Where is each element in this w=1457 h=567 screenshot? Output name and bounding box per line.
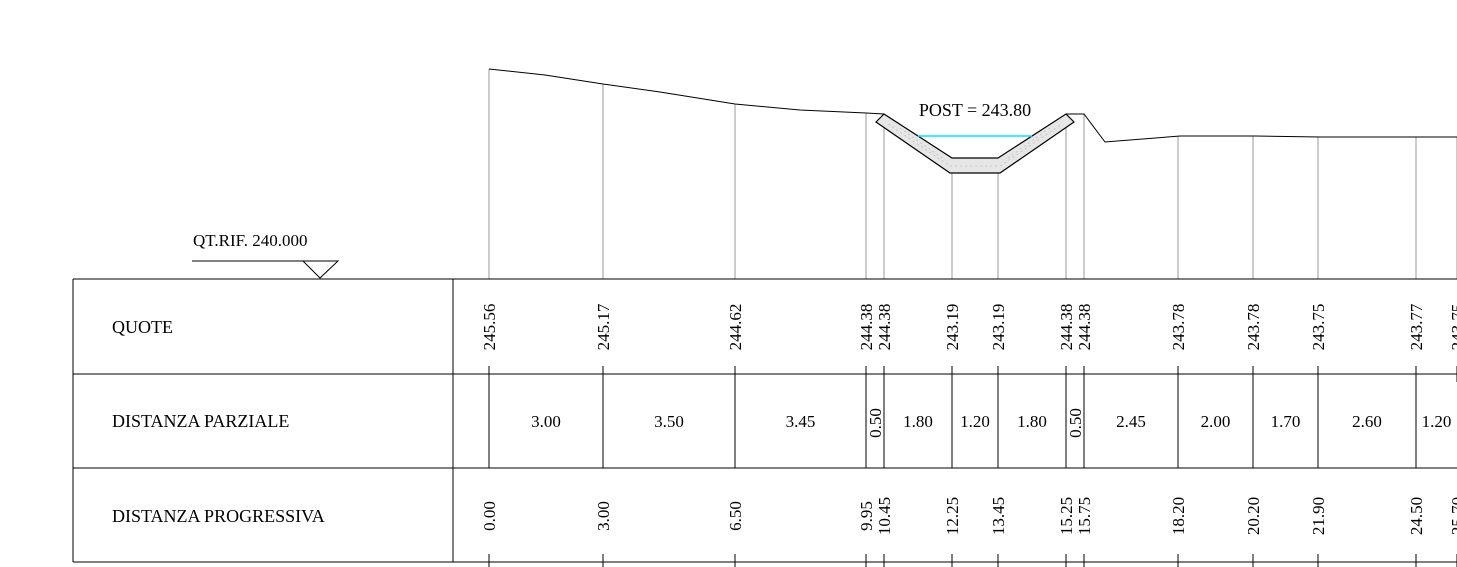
station-gridlines xyxy=(488,69,1457,279)
partial-value: 3.50 xyxy=(654,412,684,431)
quota-value: 243.75 xyxy=(1309,304,1328,351)
data-table: QUOTE DISTANZA PARZIALE DISTANZA PROGRES… xyxy=(72,278,1457,563)
quota-value: 244.38 xyxy=(1075,304,1094,351)
progressiva-value: 24.50 xyxy=(1407,497,1426,535)
progressiva-value: 13.45 xyxy=(989,497,1008,535)
partial-value: 1.80 xyxy=(1017,412,1047,431)
ground-line-left xyxy=(488,68,885,115)
progressiva-value: 6.50 xyxy=(726,501,745,531)
progressiva-value: 9.95 xyxy=(857,501,876,531)
progressiva-value: 20.20 xyxy=(1244,497,1263,535)
progressiva-value: 15.75 xyxy=(1075,497,1094,535)
progressiva-value: 25.70 xyxy=(1448,497,1457,535)
channel-lining: POST = 243.80 xyxy=(875,100,1075,174)
partial-value: 2.60 xyxy=(1352,412,1382,431)
ground-profile xyxy=(488,68,1457,143)
quota-value: 243.19 xyxy=(943,304,962,351)
quota-value: 245.56 xyxy=(480,304,499,351)
table-values: 245.56 0.00 245.17 3.00 244.62 6.50 244.38 9.95… xyxy=(480,303,1457,567)
quota-value: 244.38 xyxy=(1057,304,1076,351)
quota-value: 243.78 xyxy=(1244,304,1263,351)
reference-triangle-icon xyxy=(301,260,340,279)
channel-lining-texture xyxy=(887,123,1063,167)
partial-value: 0.50 xyxy=(1066,408,1085,438)
quota-value: 245.17 xyxy=(594,303,613,350)
ground-line-right xyxy=(1066,113,1457,143)
partial-value: 0.50 xyxy=(866,408,885,438)
progressiva-value: 12.25 xyxy=(943,497,962,535)
row-label-progressiva: DISTANZA PROGRESSIVA xyxy=(112,506,325,526)
reference-marker: QT.RIF. 240.000 xyxy=(192,231,340,279)
post-label: POST = 243.80 xyxy=(919,100,1031,120)
progressiva-value: 10.45 xyxy=(875,497,894,535)
partial-value: 2.00 xyxy=(1201,412,1231,431)
quota-value: 243.19 xyxy=(989,304,1008,351)
partial-value: 1.80 xyxy=(903,412,933,431)
quota-value: 243.77 xyxy=(1407,303,1426,350)
partial-value: 1.20 xyxy=(1422,412,1452,431)
progressiva-value: 21.90 xyxy=(1309,497,1328,535)
partial-value: 3.45 xyxy=(786,412,816,431)
reference-label: QT.RIF. 240.000 xyxy=(193,231,308,250)
partial-value: 1.70 xyxy=(1271,412,1301,431)
partial-value: 2.45 xyxy=(1116,412,1146,431)
quota-value: 244.38 xyxy=(857,304,876,351)
partial-value: 1.20 xyxy=(960,412,990,431)
row-label-quote: QUOTE xyxy=(112,317,173,337)
quota-value: 243.75 xyxy=(1448,304,1457,351)
quota-value: 244.38 xyxy=(875,304,894,351)
progressiva-value: 18.20 xyxy=(1169,497,1188,535)
channel-lining-fill xyxy=(875,113,1075,174)
partial-value: 3.00 xyxy=(531,412,561,431)
progressiva-value: 15.25 xyxy=(1057,497,1076,535)
progressiva-value: 0.00 xyxy=(480,501,499,531)
quota-value: 244.62 xyxy=(726,304,745,351)
quota-value: 243.78 xyxy=(1169,304,1188,351)
row-label-parziale: DISTANZA PARZIALE xyxy=(112,411,289,431)
progressiva-value: 3.00 xyxy=(594,501,613,531)
